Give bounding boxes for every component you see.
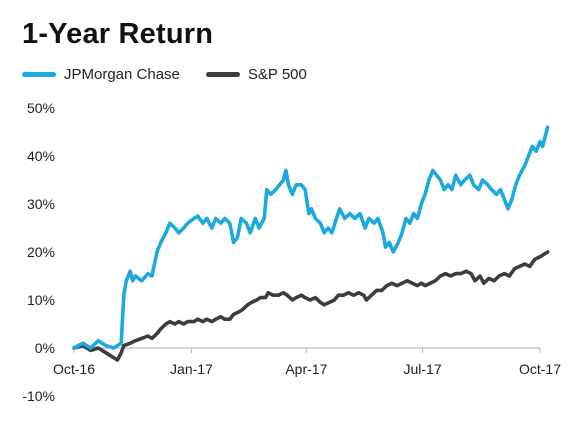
legend-swatch-sp500 bbox=[205, 71, 240, 77]
y-tick-label: 50% bbox=[27, 100, 55, 116]
y-tick-label: 30% bbox=[27, 196, 55, 212]
legend-label-sp500: S&P 500 bbox=[247, 65, 307, 83]
y-tick-label: -10% bbox=[22, 388, 55, 404]
x-tick-label: Jan-17 bbox=[170, 361, 213, 377]
y-tick-label: 20% bbox=[27, 244, 55, 260]
chart-title: 1-Year Return bbox=[22, 18, 214, 50]
x-tick-label: Apr-17 bbox=[285, 361, 327, 377]
x-tick-label: Oct-17 bbox=[519, 361, 561, 377]
series-line-jpmorgan bbox=[72, 125, 550, 350]
x-tick-label: Oct-16 bbox=[53, 361, 95, 377]
y-tick-label: 40% bbox=[27, 148, 55, 164]
y-tick-label: 10% bbox=[27, 292, 55, 308]
x-tick-label: Jul-17 bbox=[403, 361, 441, 377]
legend-item-jpmorgan: JPMorgan Chase bbox=[22, 66, 180, 83]
legend-swatch-jpmorgan bbox=[22, 71, 56, 77]
legend-item-sp500: S&P 500 bbox=[205, 65, 307, 83]
legend-label-jpmorgan: JPMorgan Chase bbox=[64, 65, 180, 83]
legend: JPMorgan Chase S&P 500 bbox=[22, 64, 333, 84]
y-tick-label: 0% bbox=[35, 340, 55, 356]
series-line-sp500 bbox=[72, 250, 550, 362]
